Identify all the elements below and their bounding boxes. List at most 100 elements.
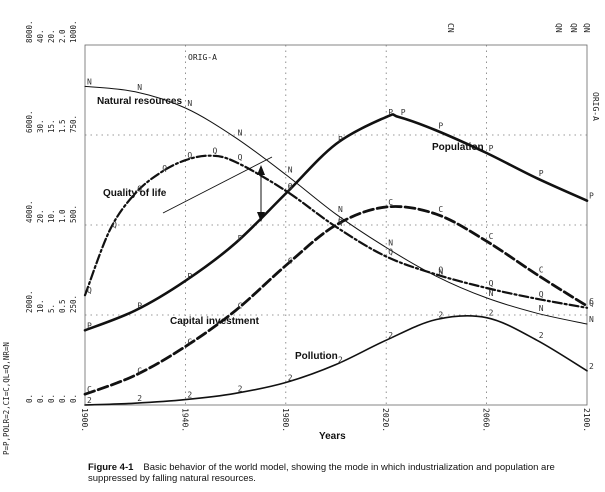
y-tick-label: 1.5 xyxy=(58,119,67,133)
y-scale-columns: 0.2000.4000.6000.8000.0.10.20.30.40.0.5.… xyxy=(25,20,78,403)
y-tick-label: 40. xyxy=(36,29,45,43)
series-marker-2: Q xyxy=(388,248,393,257)
series-marker-4: 2 xyxy=(338,356,343,365)
y-tick-label: 0. xyxy=(47,394,56,403)
series-marker-2: Q xyxy=(213,147,218,156)
figure-number: Figure 4-1 xyxy=(88,462,134,473)
series-marker-0: N xyxy=(187,99,192,108)
y-tick-label: 20. xyxy=(36,209,45,223)
series-line-2 xyxy=(83,154,589,309)
series-marker-2: Q xyxy=(162,164,167,173)
series-marker-2: Q xyxy=(137,185,142,194)
y-tick-label: 2.0 xyxy=(58,29,67,43)
series-marker-0: N xyxy=(338,205,343,214)
series-marker-4: 2 xyxy=(288,374,293,383)
y-tick-label: 10. xyxy=(36,299,45,313)
y-tick-label: 15. xyxy=(47,119,56,133)
label-quality-of-life: Quality of life xyxy=(103,188,167,199)
series-line-1 xyxy=(83,113,589,332)
y-tick-label: 20. xyxy=(47,29,56,43)
series-marker-4: 2 xyxy=(238,384,243,393)
series-marker-2: Q xyxy=(187,151,192,160)
y-tick-label: 4000. xyxy=(25,200,34,223)
x-tick-label: 1940. xyxy=(180,408,189,432)
series-line-3 xyxy=(83,205,589,396)
y-axis-label: P=P,POLR=2,CI=C,QL=Q,NR=N xyxy=(2,342,11,455)
x-tick-label: 1980. xyxy=(281,408,290,432)
series-marker-3: C xyxy=(589,297,594,306)
x-tick-label: 2020. xyxy=(381,408,390,432)
quality-annotation-line xyxy=(162,156,273,214)
series-marker-1: P xyxy=(388,108,393,117)
series-marker-4: 2 xyxy=(137,394,142,403)
series-marker-1: P xyxy=(288,185,293,194)
series-marker-3: C xyxy=(438,205,443,214)
y-tick-label: 250. xyxy=(69,295,78,313)
series-marker-0: N xyxy=(137,83,142,92)
series-marker-0: N xyxy=(87,77,92,86)
series-marker-2: Q xyxy=(288,182,293,191)
series-marker-1: P xyxy=(489,144,494,153)
label-natural-resources-text: Natural resources xyxy=(97,96,182,107)
figure-caption: Figure 4-1 Basic behavior of the world mo… xyxy=(88,462,588,484)
y-tick-label: 0. xyxy=(58,394,67,403)
series-marker-4: 2 xyxy=(589,362,594,371)
series-marker-1: P xyxy=(338,135,343,144)
series-marker-3: C xyxy=(288,257,293,266)
top-label-qn-3: QN xyxy=(582,23,591,33)
series-marker-0: N xyxy=(438,267,443,276)
top-label-cn: CN xyxy=(446,23,455,33)
series-marker-1: P xyxy=(539,169,544,178)
quality-gap-arrow-head-down xyxy=(257,212,265,222)
y-tick-label: 0. xyxy=(25,394,34,403)
x-tick-labels: 1900. 1940. 1980. 2020. 2060. 2100. xyxy=(80,408,591,432)
series-marker-4: 2 xyxy=(539,331,544,340)
y-tick-label: 0. xyxy=(36,394,45,403)
series-marker-3: C xyxy=(388,198,393,207)
series-marker-4: 2 xyxy=(438,311,443,320)
x-axis-label: Years xyxy=(319,431,346,442)
series-marker-2: Q xyxy=(539,290,544,299)
series-marker-3: C xyxy=(187,338,192,347)
right-label-orig-a: ORIG-A xyxy=(591,92,600,121)
y-tick-label: 5. xyxy=(47,304,56,313)
y-tick-label: 1000. xyxy=(69,20,78,43)
y-tick-label: 6000. xyxy=(25,110,34,133)
series-marker-1: P xyxy=(187,272,192,281)
label-capital-investment: Capital investment xyxy=(170,316,260,327)
y-tick-label: 10. xyxy=(47,209,56,223)
series-marker-4: 2 xyxy=(187,391,192,400)
series-marker-3: C xyxy=(87,385,92,394)
top-label-qn-1: QN xyxy=(554,23,563,33)
y-tick-label: 1.0 xyxy=(58,209,67,223)
series-marker-0: N xyxy=(388,239,393,248)
y-tick-label: 30. xyxy=(36,119,45,133)
quality-gap-arrow-head-up xyxy=(257,165,265,175)
series-marker-3: C xyxy=(238,302,243,311)
y-tick-label: 0.5 xyxy=(58,299,67,313)
series-marker-4: 2 xyxy=(388,331,393,340)
series-marker-3: C xyxy=(489,232,494,241)
top-label-qn-2: QN xyxy=(569,23,578,33)
series-line-4 xyxy=(84,314,588,406)
series-marker-1: P xyxy=(401,108,406,117)
series-marker-0: N xyxy=(489,289,494,298)
series-marker-3: C xyxy=(137,366,142,375)
series-marker-1: P xyxy=(589,192,594,201)
y-tick-label: 2000. xyxy=(25,290,34,313)
series-marker-0: N xyxy=(288,166,293,175)
y-tick-label: 500. xyxy=(69,205,78,223)
grid xyxy=(85,45,587,405)
y-tick-label: 0. xyxy=(69,394,78,403)
x-tick-label: 2060. xyxy=(482,408,491,432)
y-tick-label: 8000. xyxy=(25,20,34,43)
series-marker-3: C xyxy=(539,266,544,275)
series-marker-3: C xyxy=(338,216,343,225)
label-natural-resources: Natural resources xyxy=(97,96,182,107)
series-marker-1: P xyxy=(438,122,443,131)
series-marker-2: Q xyxy=(87,286,92,295)
figure-caption-text: Basic behavior of the world model, showi… xyxy=(88,462,555,484)
series-marker-2: Q xyxy=(112,221,117,230)
